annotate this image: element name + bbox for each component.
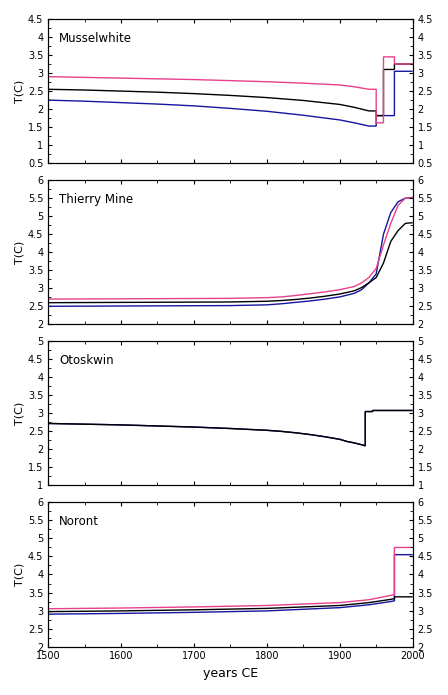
X-axis label: years CE: years CE — [203, 667, 258, 680]
Text: Musselwhite: Musselwhite — [59, 32, 132, 45]
Y-axis label: T(C): T(C) — [15, 563, 25, 586]
Y-axis label: T(C): T(C) — [15, 79, 25, 103]
Text: Otoskwin: Otoskwin — [59, 354, 114, 367]
Y-axis label: T(C): T(C) — [15, 240, 25, 264]
Y-axis label: T(C): T(C) — [15, 402, 25, 425]
Text: Thierry Mine: Thierry Mine — [59, 193, 133, 206]
Text: Noront: Noront — [59, 516, 99, 528]
